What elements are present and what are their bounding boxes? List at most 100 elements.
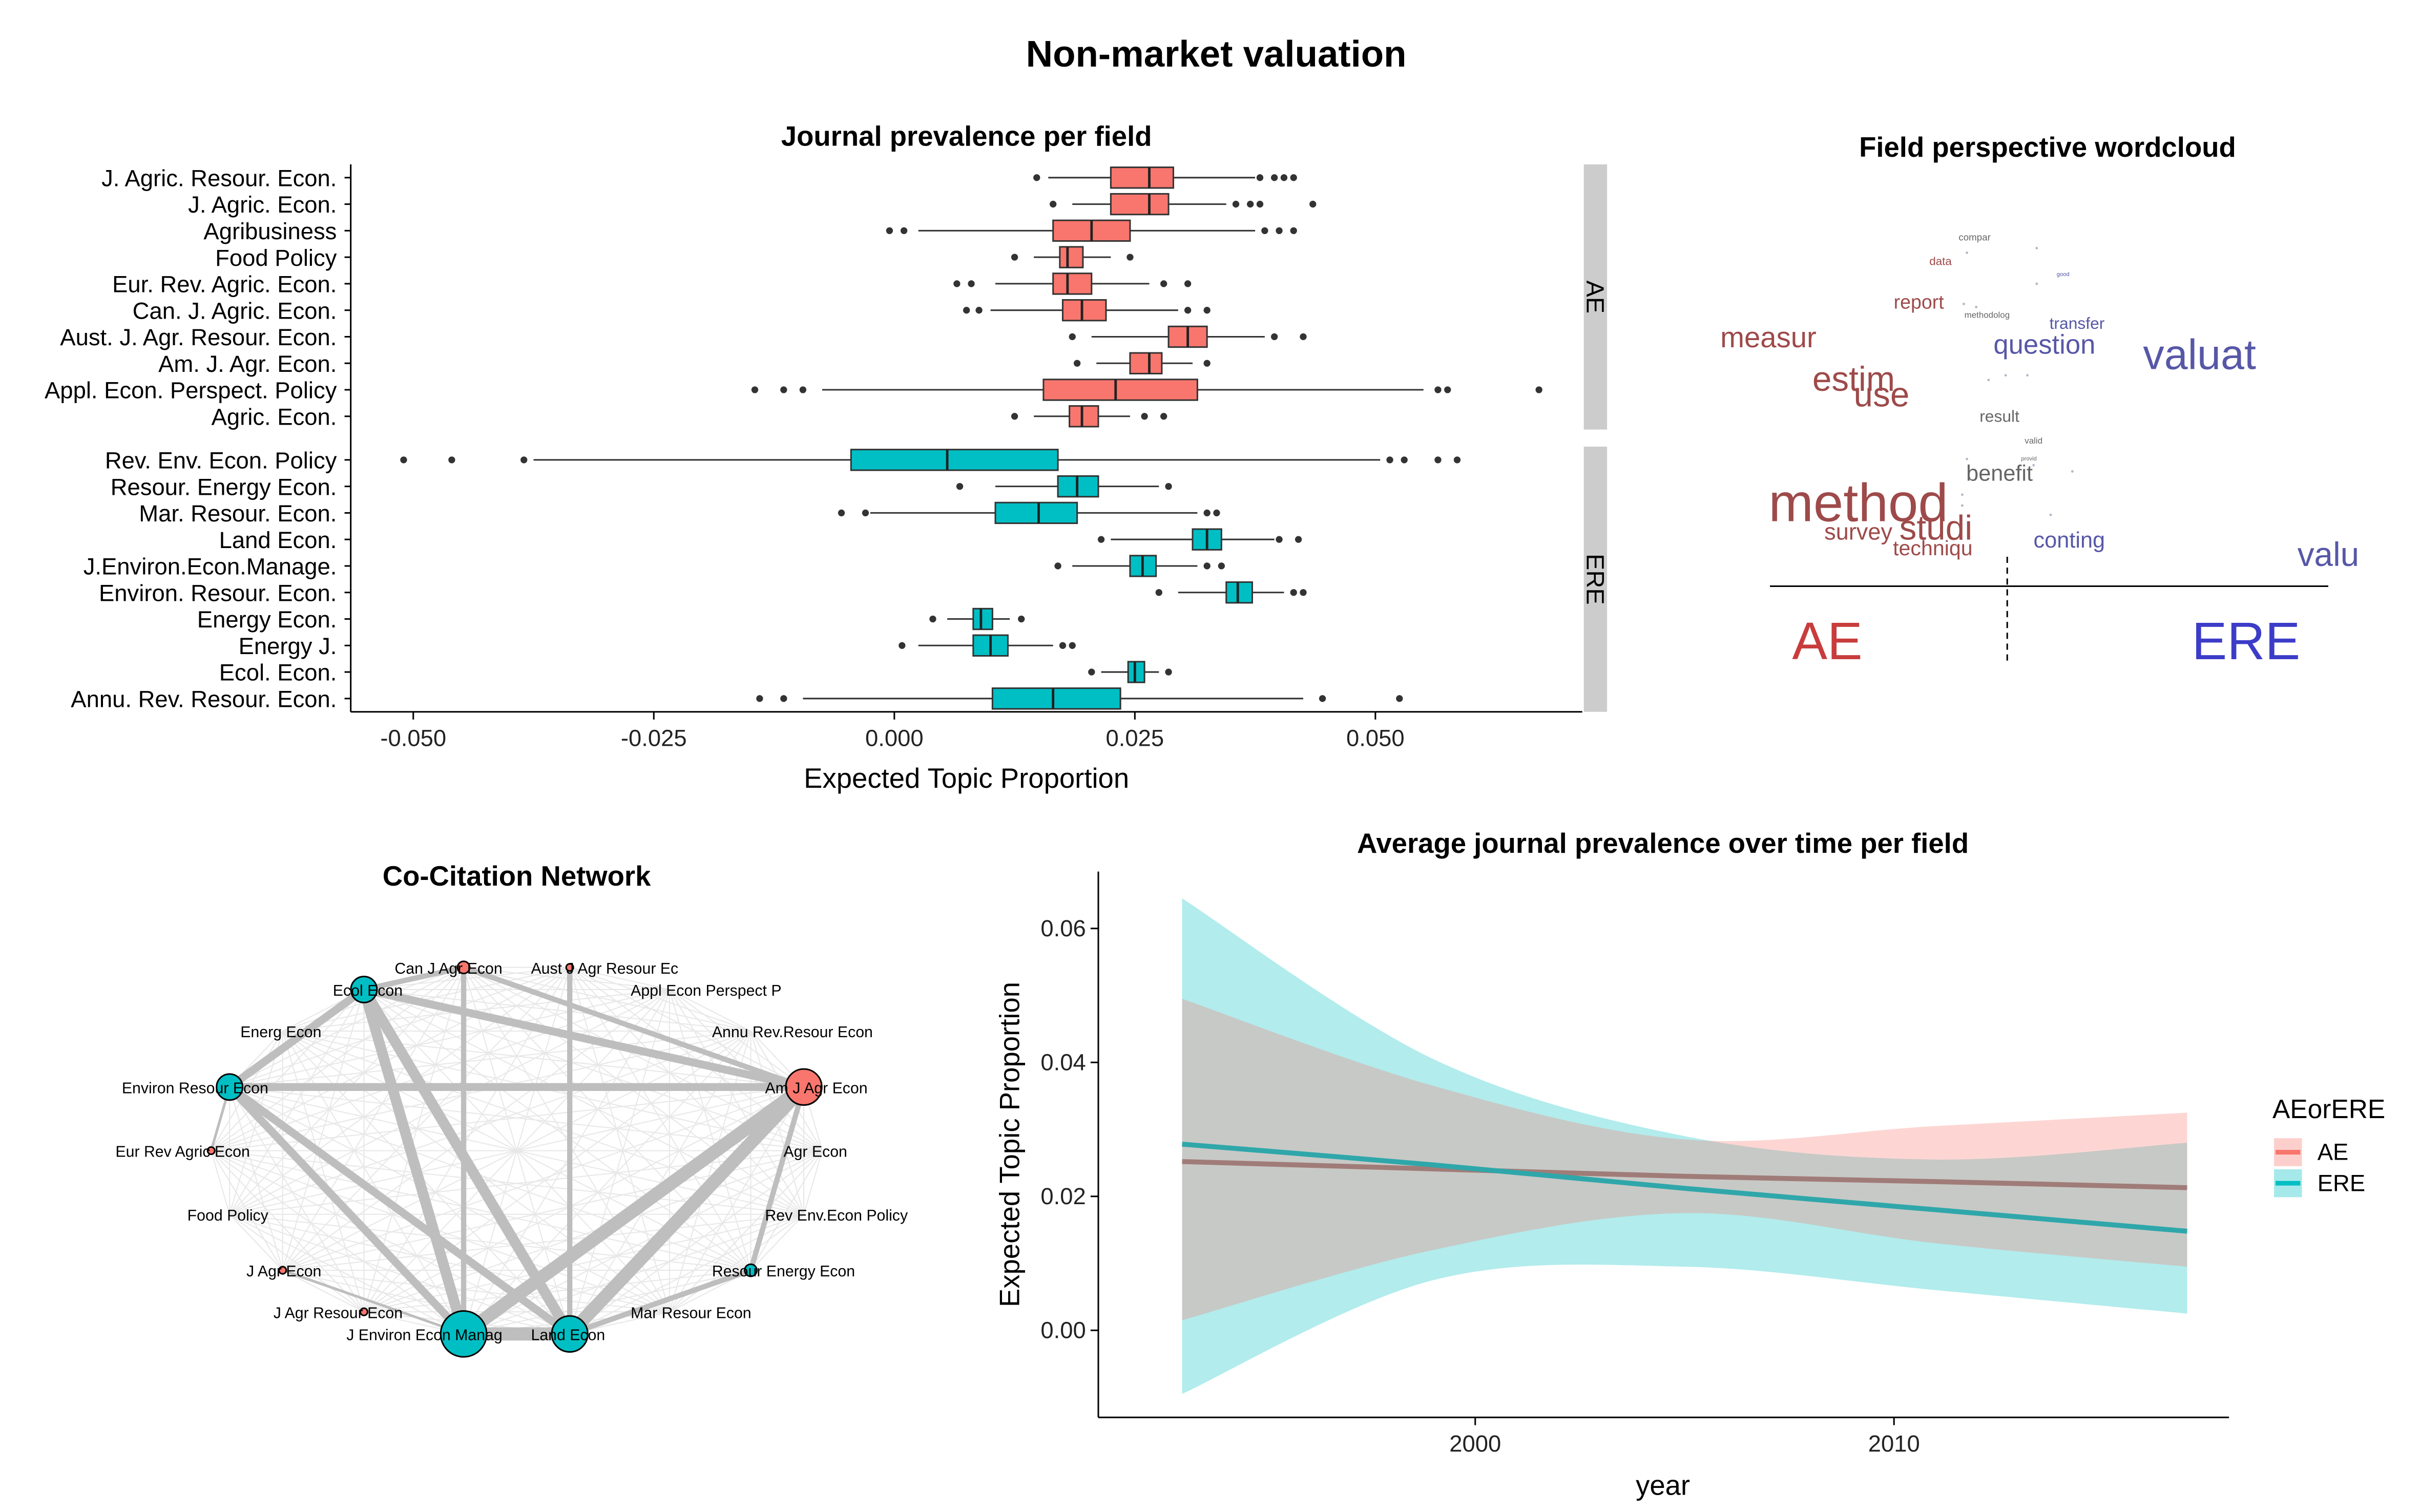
- box-outlier: [1050, 200, 1057, 208]
- wordcloud-word: studi: [1900, 509, 1973, 548]
- network-edge-faint: [364, 989, 751, 1032]
- network-edge: [567, 1267, 754, 1337]
- wordcloud-tiny-word: [1966, 457, 1968, 460]
- box-outlier: [1280, 174, 1288, 181]
- box-outlier: [1300, 333, 1307, 341]
- network-edge-faint: [669, 989, 752, 1271]
- box-outlier: [799, 386, 807, 393]
- box-outlier: [780, 695, 787, 702]
- line-x-tick-label: 2010: [1868, 1431, 1920, 1457]
- network-edge-faint: [282, 989, 365, 1271]
- box-iqr: [1110, 193, 1170, 216]
- network-edge-faint: [229, 989, 365, 1215]
- journal-label: Land Econ.: [219, 527, 337, 553]
- network-edge-faint: [463, 967, 751, 1032]
- network-edge-faint: [229, 1086, 283, 1271]
- box-outlier: [1444, 386, 1451, 393]
- box-outlier: [448, 456, 455, 464]
- box-outlier: [1319, 695, 1326, 702]
- network-node: [350, 975, 378, 1003]
- box-outlier: [1018, 615, 1025, 623]
- box-iqr: [972, 607, 993, 631]
- network-edge-faint: [363, 1086, 804, 1313]
- network-node-label: Can J Agr Econ: [394, 960, 502, 977]
- network-edge-faint: [569, 989, 670, 1334]
- box-outlier: [1033, 174, 1040, 181]
- box-outlier: [1160, 413, 1167, 420]
- confidence-ribbon-ere: [1182, 898, 2187, 1394]
- journal-label: Energy Econ.: [197, 606, 337, 633]
- box-outlier: [838, 509, 845, 517]
- network-edge-faint: [363, 967, 465, 1312]
- box-iqr: [1110, 166, 1174, 189]
- journal-label: Eur. Rev. Agric. Econ.: [112, 271, 337, 298]
- wordcloud-word: result: [1979, 407, 2019, 426]
- journal-label: Can. J. Agric. Econ.: [133, 298, 337, 324]
- wordcloud-word: measur: [1720, 321, 1817, 353]
- wordcloud-tiny-word: [1963, 303, 1965, 305]
- wordcloud-panel: Field perspective wordcloud compar data go…: [1720, 132, 2359, 670]
- network-edge-faint: [282, 1031, 570, 1335]
- journal-label: Agribusiness: [203, 218, 337, 244]
- network-edge-faint: [364, 1270, 751, 1313]
- box-outlier: [1535, 386, 1542, 393]
- journal-label: J. Agric. Econ.: [188, 192, 337, 218]
- box-outlier: [1453, 456, 1461, 464]
- wordcloud-word: provid: [2021, 456, 2036, 462]
- wordcloud-tiny-word: [2004, 374, 2007, 377]
- box-outlier: [1386, 456, 1393, 464]
- network-node: [551, 1315, 589, 1353]
- box-outlier: [1256, 174, 1264, 181]
- box-outlier: [862, 509, 869, 517]
- network-node-label: Energ Econ: [240, 1024, 321, 1041]
- line-y-tick-label: 0.06: [1040, 915, 1086, 941]
- boxplot-title: Journal prevalence per field: [781, 121, 1152, 152]
- network-edge-faint: [282, 1030, 804, 1088]
- box-outlier: [1203, 307, 1211, 314]
- wordcloud-word: valuat: [2143, 331, 2256, 379]
- box-outlier: [1097, 536, 1105, 543]
- box-outlier: [1203, 360, 1211, 367]
- network-node-label: Resour Energy Econ: [712, 1263, 855, 1280]
- network-title: Co-Citation Network: [383, 860, 651, 892]
- box-outlier: [1165, 668, 1172, 676]
- wordcloud-word: valu: [2298, 536, 2360, 573]
- box-outlier: [520, 456, 528, 464]
- box-outlier: [1434, 456, 1442, 464]
- journal-label: Appl. Econ. Perspect. Policy: [45, 377, 337, 404]
- network-node: [206, 1146, 216, 1156]
- boxplot-x-tick-label: 0.050: [1346, 725, 1405, 751]
- network-edge-faint: [363, 989, 752, 1271]
- box-outlier: [1069, 642, 1076, 649]
- box-iqr: [850, 449, 1059, 471]
- network-node: [278, 1266, 287, 1275]
- network-edge-faint: [569, 1213, 804, 1335]
- box-outlier: [1184, 280, 1192, 287]
- network-panel: Co-Citation Network Can J Agr Econ Aust J…: [115, 860, 908, 1358]
- network-edge-faint: [229, 967, 464, 1088]
- facet-strip-ae: [1583, 164, 1608, 430]
- network-edge-faint: [211, 1150, 283, 1271]
- network-edge-faint: [229, 1213, 670, 1313]
- network-node: [744, 1263, 758, 1277]
- box-outlier: [1295, 536, 1302, 543]
- network-edge: [461, 964, 807, 1090]
- box-iqr: [1127, 661, 1145, 683]
- network-edge-faint: [669, 989, 752, 1032]
- network-edge-faint: [282, 967, 570, 1271]
- network-edge: [361, 964, 467, 993]
- box-outlier: [1218, 562, 1225, 570]
- box-outlier: [751, 386, 759, 393]
- network-edge-faint: [229, 1214, 283, 1271]
- wordcloud-word: conting: [2034, 528, 2105, 553]
- box-outlier: [1270, 333, 1278, 341]
- box-outlier: [963, 307, 970, 314]
- line-y-tick-label: 0.02: [1040, 1183, 1086, 1209]
- facet-strip-label: ERE: [1581, 554, 1609, 605]
- network-edge: [359, 984, 575, 1339]
- network-edge: [360, 985, 808, 1091]
- network-node-label: Ecol Econ: [333, 982, 403, 999]
- box-outlier: [1011, 254, 1018, 261]
- network-edge-faint: [211, 989, 365, 1151]
- box-outlier: [956, 482, 964, 490]
